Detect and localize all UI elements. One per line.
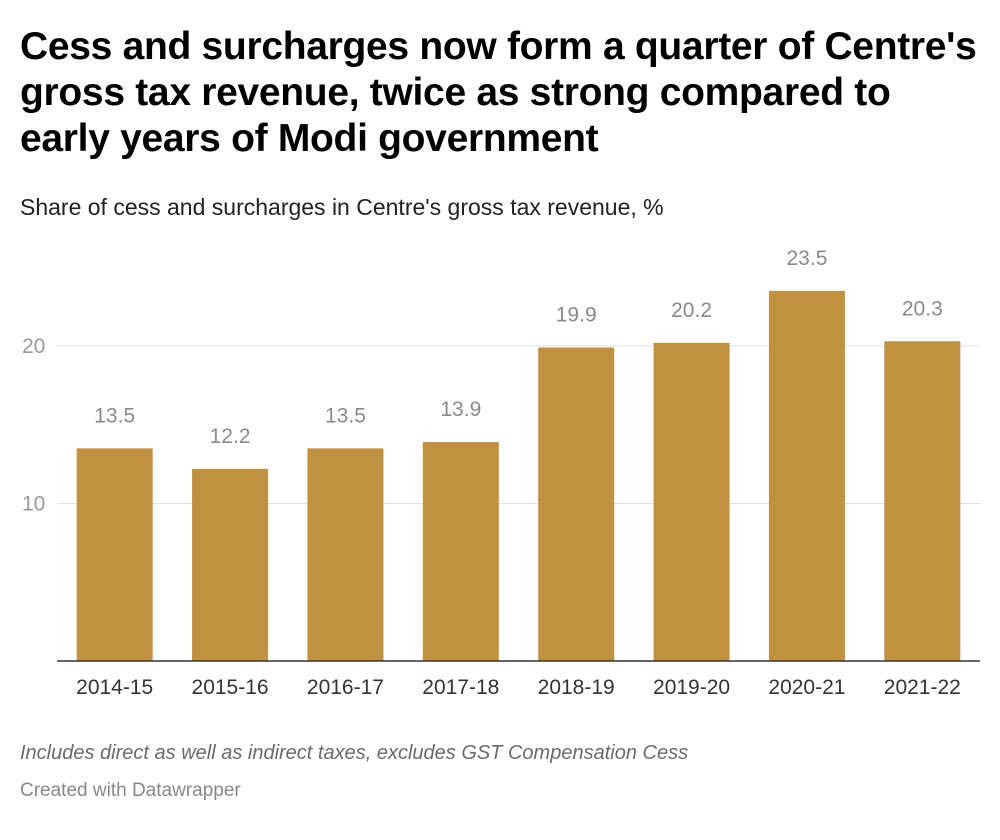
bar-2015-16 (192, 468, 269, 661)
x-tick-label: 2016-17 (307, 676, 384, 699)
y-tick-label: 20 (22, 335, 45, 358)
x-tick-label: 2020-21 (768, 676, 845, 699)
x-tick-label: 2017-18 (422, 676, 499, 699)
value-label: 19.9 (556, 304, 597, 327)
chart-title: Cess and surcharges now form a quarter o… (20, 25, 977, 160)
bar-chart: 10 20 13.5 12.2 13.5 13.9 19.9 20.2 23.5 20.3 20… (22, 247, 980, 699)
bars (76, 290, 961, 661)
bar-2021-22 (884, 341, 961, 661)
value-label: 13.5 (94, 404, 135, 427)
chart-credit: Created with Datawrapper (20, 780, 241, 801)
value-label: 23.5 (787, 247, 828, 270)
x-tick-label: 2019-20 (653, 676, 730, 699)
value-label: 20.2 (671, 299, 712, 322)
bar-2018-19 (538, 347, 615, 661)
x-tick-label: 2014-15 (76, 676, 153, 699)
value-labels: 13.5 12.2 13.5 13.9 19.9 20.2 23.5 20.3 (94, 247, 943, 448)
x-axis: 2014-15 2015-16 2016-17 2017-18 2018-19 2019-… (57, 660, 980, 699)
chart-note: Includes direct as well as indirect taxe… (20, 742, 689, 764)
bar-2017-18 (422, 442, 499, 661)
chart-subtitle: Share of cess and surcharges in Centre's… (20, 194, 664, 220)
value-label: 20.3 (902, 297, 943, 320)
x-tick-label: 2015-16 (192, 676, 269, 699)
value-label: 13.5 (325, 404, 366, 427)
bar-2019-20 (653, 342, 730, 661)
x-tick-label: 2021-22 (884, 676, 961, 699)
x-tick-label: 2018-19 (538, 676, 615, 699)
y-tick-label: 10 (22, 493, 45, 516)
bar-2016-17 (307, 448, 384, 661)
value-label: 12.2 (210, 425, 251, 448)
bar-2020-21 (768, 290, 845, 661)
value-label: 13.9 (440, 398, 481, 421)
bar-2014-15 (76, 448, 153, 661)
